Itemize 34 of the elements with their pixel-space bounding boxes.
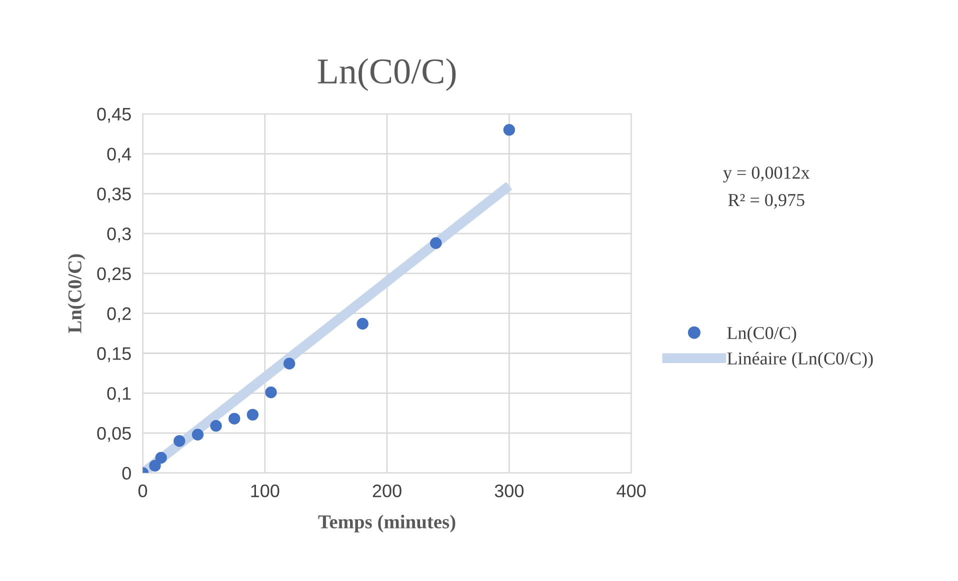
x-tick-label: 300 (494, 484, 524, 498)
y-tick-label: 0,4 (107, 148, 132, 163)
y-tick-label: 0,05 (97, 426, 131, 442)
y-tick-label: 0,2 (107, 307, 131, 322)
text: R² = 0,975 (728, 194, 804, 209)
x-tick-label: 0 (138, 484, 148, 498)
legend-label: Ln(C0/C) (727, 326, 796, 343)
point (356, 318, 368, 330)
y-axis-title: Ln(C0/C) (68, 254, 86, 334)
point (155, 452, 167, 464)
y-tick-label: 0,25 (97, 267, 131, 282)
chart-title: Ln(C0/C) (318, 58, 456, 92)
y-tick-label: 0,3 (107, 227, 131, 242)
point (192, 428, 204, 440)
x-tick-label: 200 (372, 484, 402, 498)
point (430, 237, 442, 249)
y-tick-label: 0,1 (107, 387, 131, 402)
point (174, 435, 186, 447)
point (503, 124, 516, 136)
y-tick-label: 0,35 (97, 188, 131, 203)
point (246, 408, 259, 421)
y-tick-label: 0,15 (97, 347, 131, 362)
x-tick-label: 100 (251, 484, 280, 498)
point (149, 460, 161, 472)
point (283, 358, 296, 370)
text: y = 0,0012x (723, 166, 810, 182)
x-axis-title: Temps (minutes) (318, 514, 456, 532)
point (265, 386, 277, 398)
legend-label: Linéaire (Ln(C0/C)) (727, 352, 873, 368)
x-tick-label: 400 (616, 484, 646, 498)
y-tick-label: 0 (122, 466, 131, 480)
point (228, 412, 240, 425)
y-tick-label: 0,45 (97, 108, 131, 123)
point (210, 420, 222, 432)
